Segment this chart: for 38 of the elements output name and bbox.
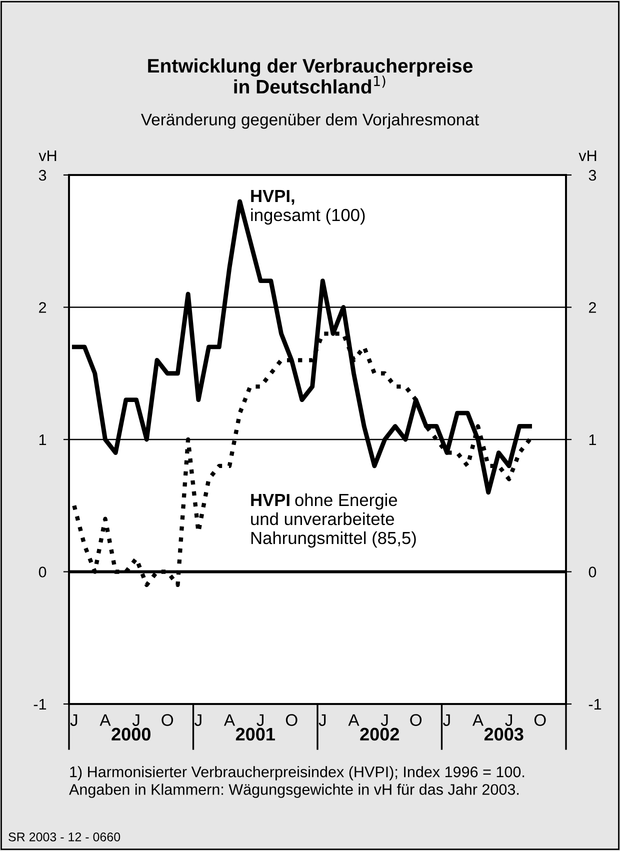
- y-tick-label: 0: [38, 566, 46, 578]
- x-tick-label: O: [410, 714, 422, 726]
- text: HVPI ohne Energie und unverarbeitete Nahrungsmittel (85,5): [251, 493, 416, 548]
- x-tick-label: J: [443, 714, 450, 726]
- x-tick-label: J: [132, 714, 140, 726]
- y2-tick-label: 3: [588, 170, 596, 181]
- chart-subtitle: Veränderung gegenüber dem Vorjahresmonat: [140, 113, 479, 129]
- y-tick-label: 1: [39, 434, 46, 446]
- text: 2001: [236, 728, 275, 741]
- x-tick-label: O: [534, 714, 546, 726]
- text: 1) Harmonisierter Verbraucherpreisindex (HVPI); Index 1996 = 100. Angaben in Klammern: Wägungsgewichte in vH für das Jahr 2003.: [69, 766, 524, 798]
- y2-tick-label: -1: [588, 699, 602, 710]
- x-tick-label: J: [318, 714, 326, 726]
- y2-tick-label: 2: [588, 302, 596, 313]
- text: SR 2003 - 12 - 0660: [8, 832, 120, 842]
- x-tick-label: J: [70, 714, 78, 726]
- x-tick-label: A: [100, 714, 111, 726]
- x-tick-label: O: [286, 714, 298, 726]
- text: 2002: [360, 728, 399, 741]
- series-label: HVPI, ingesamt (100): [251, 190, 365, 225]
- y-tick-label: 2: [39, 302, 46, 313]
- x-tick-label: A: [472, 714, 484, 726]
- y2-tick-label: 1: [589, 434, 596, 446]
- y2-axis-title: vH: [578, 150, 596, 161]
- y2-tick-label: 0: [588, 566, 596, 578]
- x-tick-label: A: [348, 714, 360, 726]
- x-tick-label: J: [256, 714, 264, 726]
- y-axis-title: vH: [38, 150, 56, 161]
- x-tick-label: J: [505, 714, 512, 726]
- x-tick-label: J: [380, 714, 388, 726]
- chart-title: Entwicklung der Verbraucherpreise in Deutschland$^{1)}$: [148, 58, 473, 94]
- text: 2000: [112, 728, 150, 741]
- y-tick-label: -1: [34, 699, 46, 710]
- x-tick-label: J: [194, 714, 202, 726]
- x-tick-label: A: [224, 714, 236, 726]
- text: 2003: [484, 728, 524, 741]
- y-tick-label: 3: [38, 170, 46, 181]
- x-tick-label: O: [162, 714, 174, 726]
